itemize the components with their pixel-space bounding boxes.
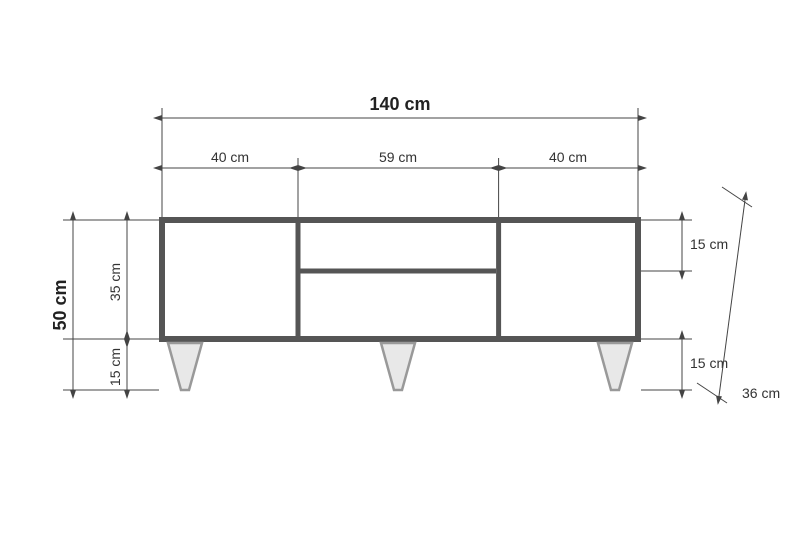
cabinet-body [162,220,638,339]
dim-shelf-height: 15 cm [682,220,728,271]
label-overall-height: 50 cm [50,279,70,330]
label-shelf-height: 15 cm [690,236,728,252]
extension-lines [63,108,692,390]
label-comp-b: 59 cm [379,149,417,165]
leg-3 [598,343,632,390]
label-body-height: 35 cm [107,263,123,301]
label-comp-c: 40 cm [549,149,587,165]
dim-overall-height: 50 cm [50,220,73,390]
label-comp-a: 40 cm [211,149,249,165]
leg-1 [168,343,202,390]
dim-body-height: 35 cm [107,220,127,339]
label-leg-height-left: 15 cm [107,348,123,386]
dim-leg-height-left: 15 cm [107,339,127,390]
label-depth: 36 cm [742,385,780,401]
legs [168,343,632,390]
cabinet-outline [162,220,638,339]
label-overall-width: 140 cm [369,94,430,114]
dim-compartment-widths: 40 cm 59 cm 40 cm [162,149,638,168]
technical-drawing: 140 cm 40 cm 59 cm 40 cm 50 cm 35 cm 15 … [0,0,800,533]
dim-overall-width: 140 cm [162,94,638,118]
leg-2 [381,343,415,390]
